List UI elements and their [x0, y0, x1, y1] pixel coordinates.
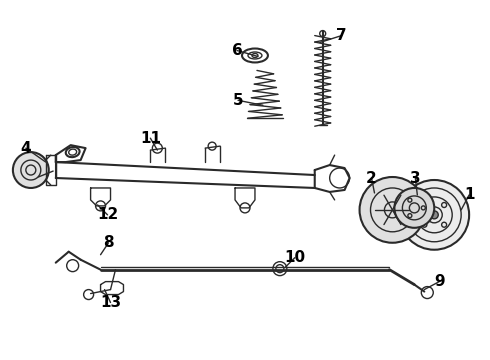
Text: 4: 4 — [21, 141, 31, 156]
Text: 5: 5 — [233, 93, 244, 108]
Text: 7: 7 — [336, 28, 347, 43]
Circle shape — [430, 211, 438, 219]
Text: 12: 12 — [97, 207, 118, 222]
Text: 10: 10 — [284, 250, 305, 265]
Text: 11: 11 — [140, 131, 161, 146]
Text: 2: 2 — [366, 171, 377, 185]
Text: 13: 13 — [100, 295, 121, 310]
Circle shape — [13, 152, 49, 188]
Text: 8: 8 — [103, 235, 114, 250]
Text: 6: 6 — [232, 43, 243, 58]
Circle shape — [394, 188, 434, 228]
Circle shape — [360, 177, 425, 243]
Circle shape — [399, 180, 469, 250]
Text: 9: 9 — [434, 274, 444, 289]
Text: 1: 1 — [464, 188, 474, 202]
Text: 3: 3 — [410, 171, 420, 185]
